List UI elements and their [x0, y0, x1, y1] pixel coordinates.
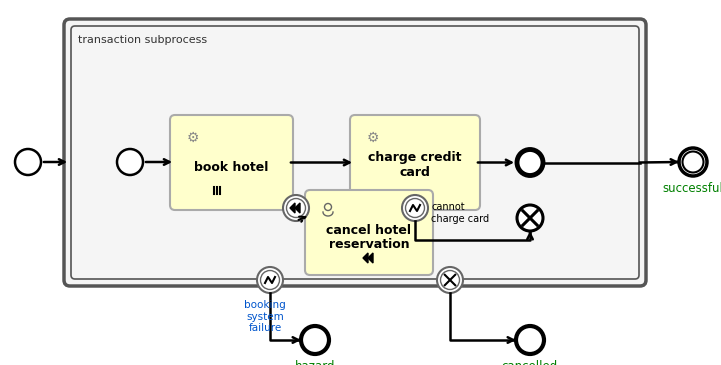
Circle shape: [15, 149, 41, 175]
Text: booking
system
failure: booking system failure: [244, 300, 286, 333]
Circle shape: [683, 151, 704, 173]
Circle shape: [516, 326, 544, 354]
Text: transaction subprocess: transaction subprocess: [78, 35, 207, 45]
Text: cannot
charge card: cannot charge card: [431, 202, 489, 224]
Circle shape: [679, 148, 707, 176]
Circle shape: [117, 149, 143, 175]
Text: cancelled: cancelled: [502, 360, 558, 365]
Polygon shape: [290, 203, 295, 213]
Circle shape: [260, 270, 280, 289]
Circle shape: [441, 270, 459, 289]
Circle shape: [405, 199, 425, 218]
Circle shape: [283, 195, 309, 221]
Text: ⚙: ⚙: [187, 131, 199, 145]
Circle shape: [257, 267, 283, 293]
FancyBboxPatch shape: [350, 115, 480, 210]
Text: successful: successful: [663, 182, 721, 195]
Text: charge credit
card: charge credit card: [368, 151, 461, 180]
Circle shape: [517, 205, 543, 231]
Text: book hotel: book hotel: [195, 161, 269, 174]
FancyBboxPatch shape: [170, 115, 293, 210]
Polygon shape: [295, 203, 300, 213]
Circle shape: [301, 326, 329, 354]
Text: cancel hotel
reservation: cancel hotel reservation: [327, 223, 412, 251]
FancyBboxPatch shape: [64, 19, 646, 286]
Text: ⚙: ⚙: [367, 131, 379, 145]
Text: hazard: hazard: [295, 360, 335, 365]
Circle shape: [286, 199, 306, 218]
FancyBboxPatch shape: [305, 190, 433, 275]
Polygon shape: [368, 253, 373, 263]
Circle shape: [437, 267, 463, 293]
Circle shape: [517, 150, 543, 176]
Circle shape: [402, 195, 428, 221]
Polygon shape: [363, 253, 368, 263]
